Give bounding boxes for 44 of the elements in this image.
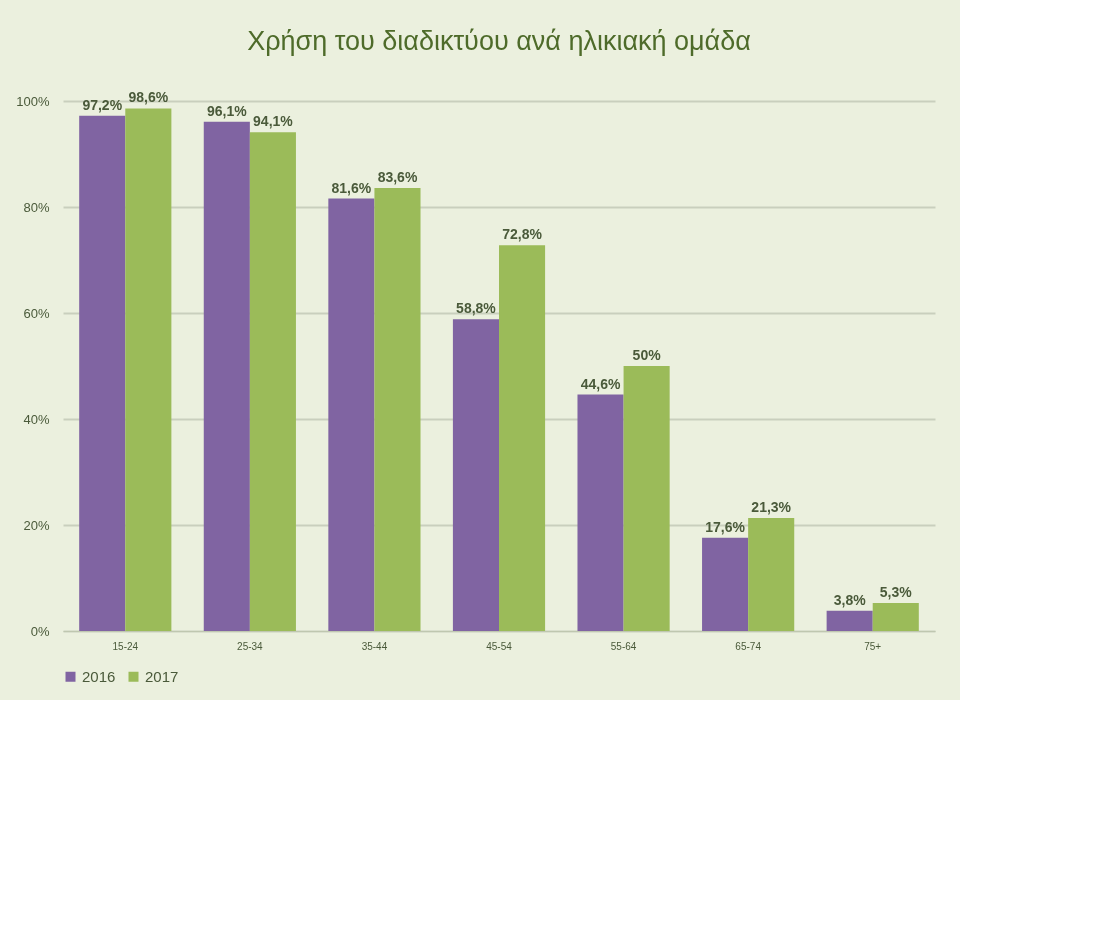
data-label: 17,6% [705, 518, 746, 535]
bar [748, 518, 795, 631]
data-label: 94,1% [253, 113, 294, 130]
bar [125, 108, 172, 631]
y-tick-label: 60% [23, 305, 50, 321]
bar [79, 115, 126, 631]
data-label: 3,8% [833, 591, 867, 608]
x-tick-label: 55-64 [610, 640, 637, 652]
data-label: 81,6% [331, 179, 372, 196]
bar [577, 394, 624, 631]
x-tick-label: 65-74 [735, 640, 762, 652]
bar [702, 537, 749, 631]
bar [826, 610, 873, 631]
y-tick-label: 40% [23, 411, 50, 427]
x-tick-label: 25-34 [237, 640, 264, 652]
bar [623, 366, 670, 631]
data-label: 44,6% [580, 375, 621, 392]
y-tick-label: 100% [16, 93, 50, 109]
data-label: 83,6% [377, 168, 418, 185]
bar [374, 187, 421, 631]
y-tick-label: 80% [23, 199, 50, 215]
y-tick-label: 0% [30, 623, 50, 639]
legend-label: 2017 [145, 667, 179, 685]
data-label: 97,2% [82, 96, 123, 113]
x-tick-label: 45-54 [486, 640, 513, 652]
chart-title: Χρήση του διαδικτύου ανά ηλικιακή ομάδα [247, 26, 751, 57]
x-tick-label: 15-24 [112, 640, 139, 652]
bar [872, 602, 919, 631]
data-label: 96,1% [206, 102, 248, 119]
data-label: 21,3% [751, 499, 792, 516]
bar [203, 121, 250, 631]
bar [499, 245, 546, 631]
legend-label: 2016 [82, 667, 116, 685]
bar [328, 198, 375, 631]
y-tick-label: 20% [23, 517, 50, 533]
bar [249, 132, 296, 631]
data-label: 98,6% [128, 89, 169, 106]
x-tick-label: 75+ [864, 640, 882, 652]
x-tick-label: 35-44 [361, 640, 388, 652]
data-label: 58,8% [456, 300, 497, 317]
data-label: 50% [632, 347, 662, 363]
data-label: 5,3% [879, 583, 913, 600]
bar [452, 319, 499, 631]
data-label: 72,8% [502, 226, 543, 243]
